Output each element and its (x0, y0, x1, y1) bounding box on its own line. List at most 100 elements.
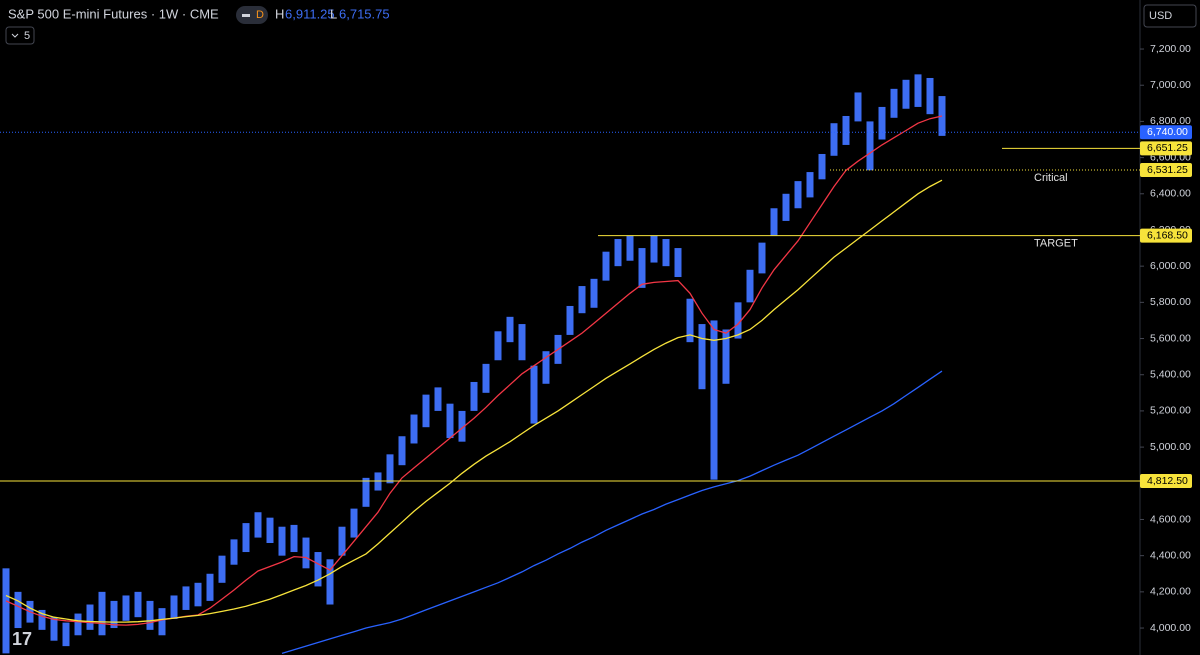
price-bar (710, 320, 718, 480)
price-bar (134, 591, 142, 618)
price-bar (602, 251, 610, 281)
price-bar (770, 208, 778, 236)
price-bar (578, 286, 586, 314)
price-bar (206, 573, 214, 601)
level-box (1140, 125, 1192, 140)
price-bar (86, 604, 94, 630)
moving-average (5, 179, 943, 623)
price-bar (62, 622, 70, 647)
price-bar (122, 595, 130, 621)
price-bar (566, 305, 574, 335)
price-bar (458, 410, 466, 442)
price-bar (50, 617, 58, 641)
y-tick-label: 7,200.00 (1150, 43, 1191, 55)
price-bar (230, 539, 238, 565)
y-tick-label: 6,400.00 (1150, 188, 1191, 200)
price-bar (338, 526, 346, 556)
y-tick-label: 4,000.00 (1150, 622, 1191, 634)
currency-button[interactable] (1143, 4, 1197, 28)
price-bar (470, 381, 478, 411)
price-bar (362, 477, 370, 507)
price-bar (794, 181, 802, 209)
price-bar (938, 96, 946, 136)
price-bar (626, 235, 634, 261)
price-bar (146, 600, 154, 630)
price-bar (506, 316, 514, 343)
price-bar (914, 74, 922, 107)
price-bar (326, 559, 334, 605)
price-bar (302, 537, 310, 569)
level-label: 6,531.25 (1147, 164, 1188, 176)
price-bar (170, 595, 178, 619)
price-bar (590, 278, 598, 308)
level-label: 4,812.50 (1147, 475, 1188, 487)
y-tick-label: 7,000.00 (1150, 79, 1191, 91)
y-tick-label: 5,000.00 (1150, 441, 1191, 453)
price-bar (422, 394, 430, 428)
low-label: L (330, 6, 337, 21)
price-bar (266, 517, 274, 543)
high-value: 6,911.25 (285, 6, 335, 21)
price-bar (290, 524, 298, 553)
price-bar (758, 242, 766, 274)
price-bar (398, 436, 406, 466)
price-bar (182, 586, 190, 610)
y-tick-label: 4,600.00 (1150, 513, 1191, 525)
y-tick-label: 4,200.00 (1150, 586, 1191, 598)
high-label: H (275, 6, 284, 21)
price-bar (410, 414, 418, 444)
price-bar (674, 248, 682, 278)
y-tick-label: 5,800.00 (1150, 296, 1191, 308)
y-tick-label: 5,600.00 (1150, 332, 1191, 344)
level-label: 6,651.25 (1147, 142, 1188, 154)
level-box (1140, 228, 1192, 243)
y-tick-label: 5,200.00 (1150, 405, 1191, 417)
price-bar (242, 523, 250, 553)
collapse-button[interactable] (5, 26, 35, 45)
price-bar (2, 568, 10, 654)
price-bar (434, 387, 442, 411)
level-note: Critical (1034, 172, 1068, 184)
level-box (1140, 163, 1192, 178)
price-bar (698, 324, 706, 390)
price-bar (386, 454, 394, 484)
level-label: 6,168.50 (1147, 229, 1188, 241)
price-bar (722, 329, 730, 384)
price-bar (350, 508, 358, 538)
level-note: TARGET (1034, 238, 1078, 250)
y-tick-label: 6,800.00 (1150, 115, 1191, 127)
badge-dash (242, 14, 250, 17)
price-bar (806, 172, 814, 198)
price-bar (194, 582, 202, 607)
price-bar (98, 591, 106, 636)
price-bar (110, 600, 118, 629)
price-bar (842, 115, 850, 145)
level-box (1140, 474, 1192, 489)
price-bar (218, 555, 226, 583)
price-bar (650, 235, 658, 263)
price-bar (158, 608, 166, 636)
price-bar (530, 365, 538, 424)
logo: 17 (12, 629, 32, 649)
price-bar (14, 591, 22, 629)
title: S&P 500 E-mini Futures · 1W · CME (8, 6, 219, 21)
price-bar (878, 106, 886, 140)
price-bar (662, 239, 670, 267)
price-bar (518, 324, 526, 361)
y-tick-label: 4,400.00 (1150, 549, 1191, 561)
y-tick-label: 5,400.00 (1150, 369, 1191, 381)
chevron (11, 33, 19, 38)
price-bar (614, 239, 622, 267)
price-bar (782, 193, 790, 221)
level-label: 6,740.00 (1147, 126, 1188, 138)
level-box (1140, 141, 1192, 156)
price-bar (830, 123, 838, 156)
y-tick-label: 6,000.00 (1150, 260, 1191, 272)
price-bar (854, 92, 862, 122)
price-bar (926, 77, 934, 115)
price-bar (494, 331, 502, 361)
price-bar (638, 248, 646, 288)
price-bar (818, 153, 826, 180)
